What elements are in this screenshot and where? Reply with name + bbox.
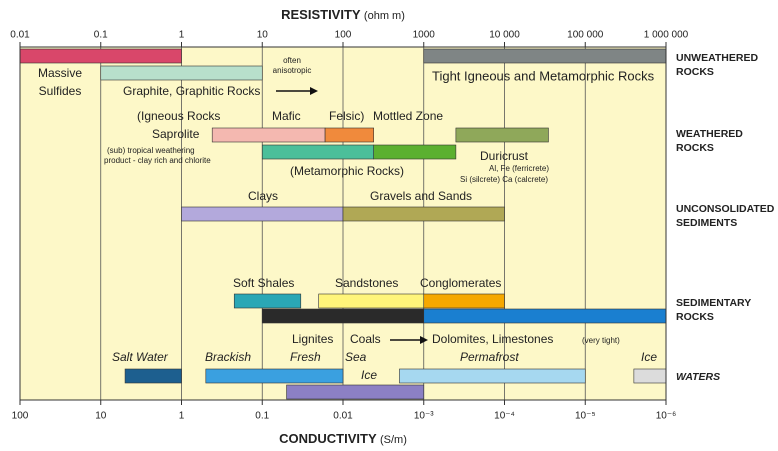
x2-tick-label: 100 xyxy=(12,411,29,422)
x-tick-label: 0.1 xyxy=(94,30,108,41)
annotation: anisotropic xyxy=(273,66,312,75)
annotation: Coals xyxy=(350,332,381,346)
group-label: ROCKS xyxy=(676,66,714,78)
annotation: Lignites xyxy=(292,332,333,346)
annotation: Ice xyxy=(641,350,657,364)
annotation: Mottled Zone xyxy=(373,109,443,123)
x-tick-label: 10 000 xyxy=(489,30,520,41)
range-bar xyxy=(211,127,326,143)
annotation: Al, Fe (ferricrete) xyxy=(489,164,549,173)
range-bar xyxy=(100,65,263,81)
x2-title: CONDUCTIVITY xyxy=(279,431,377,446)
x-title: RESISTIVITY xyxy=(281,7,361,22)
annotation: Dolomites, Limestones xyxy=(432,332,553,346)
annotation: Sandstones xyxy=(335,276,398,290)
x-title-group: RESISTIVITY (ohm m) xyxy=(281,7,405,22)
x2-tick-label: 0.01 xyxy=(333,411,353,422)
group-label: SEDIMENTS xyxy=(676,217,737,229)
x2-title-group: CONDUCTIVITY (S/m) xyxy=(279,431,407,446)
annotation: Tight Igneous and Metamorphic Rocks xyxy=(432,68,655,83)
group-label: UNWEATHERED xyxy=(676,52,758,64)
arrow-head xyxy=(310,87,318,95)
annotation: product - clay rich and chlorite xyxy=(104,156,211,165)
x2-unit: (S/m) xyxy=(380,434,407,446)
annotation: Brackish xyxy=(205,350,251,364)
x-tick-label: 10 xyxy=(257,30,269,41)
annotation: Clays xyxy=(248,189,278,203)
range-bar xyxy=(286,384,425,400)
annotation: Massive xyxy=(38,66,82,80)
group-label: WATERS xyxy=(676,371,720,383)
range-bar xyxy=(124,368,182,384)
range-bar xyxy=(399,368,586,384)
annotation: Si (silcrete) Ca (calcrete) xyxy=(460,175,548,184)
range-bar xyxy=(261,144,375,160)
annotation: (very tight) xyxy=(582,336,620,345)
group-label: UNCONSOLIDATED xyxy=(676,203,775,215)
range-bar xyxy=(373,144,457,160)
range-bar xyxy=(423,48,667,64)
annotation: Permafrost xyxy=(460,350,519,364)
x-tick-label: 1 000 000 xyxy=(644,30,689,41)
x2-tick-label: 10⁻⁵ xyxy=(575,411,596,422)
range-bar xyxy=(181,206,344,222)
annotation: Ice xyxy=(361,368,377,382)
annotation: Sulfides xyxy=(39,84,82,98)
x-tick-label: 100 xyxy=(335,30,352,41)
range-bar xyxy=(455,127,549,143)
arrow-head xyxy=(420,336,428,344)
x-tick-label: 100 000 xyxy=(567,30,604,41)
range-bar xyxy=(423,293,505,309)
range-bar xyxy=(233,293,302,309)
annotation: Gravels and Sands xyxy=(370,189,472,203)
annotation: Graphite, Graphitic Rocks xyxy=(123,84,260,98)
group-label: ROCKS xyxy=(676,142,714,154)
group-label: WEATHERED xyxy=(676,128,743,140)
range-bar xyxy=(19,48,182,64)
x-tick-label: 1000 xyxy=(413,30,436,41)
annotation: Mafic xyxy=(272,109,301,123)
annotation: (sub) tropical weathering xyxy=(107,146,195,155)
range-bar xyxy=(342,206,505,222)
x2-tick-label: 1 xyxy=(179,411,185,422)
annotation: Sea xyxy=(345,350,367,364)
x2-tick-label: 10 xyxy=(95,411,107,422)
group-label: ROCKS xyxy=(676,311,714,323)
range-bar xyxy=(324,127,375,143)
range-bar xyxy=(423,308,667,324)
annotation: Soft Shales xyxy=(233,276,294,290)
annotation: Conglomerates xyxy=(420,276,501,290)
range-bar xyxy=(205,368,344,384)
x-tick-label: 1 xyxy=(179,30,185,41)
x-tick-label: 0.01 xyxy=(10,30,30,41)
annotation: Felsic) xyxy=(329,109,364,123)
annotation: Duricrust xyxy=(480,149,529,163)
x-unit: (ohm m) xyxy=(364,10,405,22)
range-bar xyxy=(261,308,425,324)
x2-tick-label: 10⁻³ xyxy=(414,411,434,422)
x2-tick-label: 0.1 xyxy=(255,411,269,422)
annotation: Fresh xyxy=(290,350,321,364)
annotation: (Igneous Rocks xyxy=(137,109,220,123)
annotation: Salt Water xyxy=(112,350,169,364)
group-label: SEDIMENTARY xyxy=(676,297,751,309)
annotation: often xyxy=(283,56,301,65)
x2-tick-label: 10⁻⁶ xyxy=(656,411,677,422)
annotation: (Metamorphic Rocks) xyxy=(290,164,404,178)
range-bar xyxy=(318,293,425,309)
annotation: Saprolite xyxy=(152,127,200,141)
range-bar xyxy=(633,368,667,384)
plot-frame xyxy=(19,46,667,401)
x2-tick-label: 10⁻⁴ xyxy=(494,411,515,422)
